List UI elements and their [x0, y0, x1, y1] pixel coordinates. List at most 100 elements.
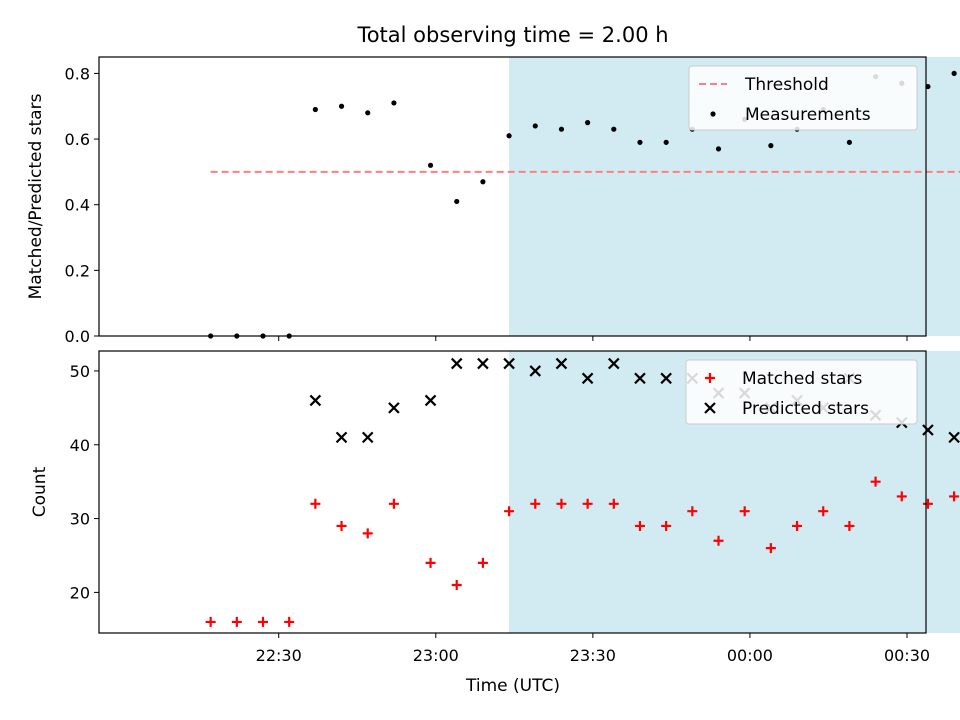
matched-star-point	[922, 498, 933, 509]
matched-star-point	[661, 520, 672, 531]
matched-star-point	[388, 498, 399, 509]
figure-title: Total observing time = 2.00 h	[356, 23, 668, 47]
matched-star-point	[504, 506, 515, 517]
measurement-point	[715, 146, 722, 152]
predicted-star-point	[424, 394, 437, 407]
matched-star-point	[258, 616, 269, 627]
x-tick-label: 00:30	[884, 646, 930, 665]
ratio-x-ticks	[278, 336, 908, 341]
measurement-point	[585, 120, 591, 126]
measurement-point	[312, 106, 318, 113]
predicted-star-point	[361, 431, 374, 444]
legend-measurement-swatch	[710, 111, 716, 117]
measurement-point	[454, 198, 460, 205]
matched-star-point	[231, 616, 242, 627]
x-tick-label: 22:30	[256, 646, 302, 665]
y-tick-label: 0.0	[65, 327, 90, 346]
predicted-star-point	[581, 372, 594, 385]
x-tick-label: 23:30	[570, 646, 616, 665]
matched-star-point	[739, 506, 750, 517]
x-axis-label: Time (UTC)	[465, 676, 560, 696]
y-tick-label: 30	[70, 510, 90, 529]
y-tick-label: 0.8	[65, 64, 90, 83]
predicted-star-point	[529, 365, 542, 377]
predicted-star-point	[503, 357, 515, 370]
predicted-star-point	[309, 394, 322, 407]
matched-star-point	[205, 616, 216, 627]
time-x-axis: 22:3023:0023:3000:0000:3001:0001:3002:00…	[256, 633, 930, 665]
matched-star-point	[818, 506, 829, 517]
matched-star-point	[336, 520, 347, 531]
matched-star-point	[870, 476, 881, 487]
measurement-point	[506, 133, 512, 139]
ratio-panel: 0.00.20.40.60.8 Matched/Predicted stars …	[26, 56, 960, 346]
measurement-point	[365, 110, 371, 116]
count-y-axis-label: Count	[30, 466, 50, 517]
matched-star-point	[362, 528, 373, 539]
ratio-legend: Threshold Measurements	[688, 65, 918, 131]
count-plot-frame	[98, 350, 927, 634]
count-legend: Matched stars Predicted stars	[685, 359, 918, 425]
measurement-point	[951, 70, 957, 77]
matched-star-point	[792, 520, 803, 531]
matched-star-point	[896, 491, 907, 502]
matched-star-point	[713, 535, 724, 546]
matched-star-point	[530, 498, 541, 509]
predicted-star-point	[660, 372, 672, 385]
predicted-star-point	[450, 357, 463, 370]
matched-star-point	[310, 498, 321, 509]
legend-box	[685, 359, 918, 425]
legend-box	[688, 65, 918, 131]
legend-label: Predicted stars	[742, 399, 869, 419]
y-tick-label: 0.4	[65, 196, 90, 215]
matched-star-point	[556, 498, 567, 509]
measurement-point	[663, 139, 669, 145]
y-tick-label: 40	[70, 436, 90, 455]
predicted-star-point	[555, 357, 568, 370]
matched-star-point	[608, 498, 619, 509]
matched-star-point	[687, 506, 698, 517]
ratio-y-axis: 0.0 0.2 0.4 0.6 0.8	[65, 64, 99, 346]
ratio-plot-frame	[98, 56, 927, 337]
measurement-point	[768, 143, 774, 149]
measurement-point	[427, 162, 434, 168]
matched-stars-series	[205, 476, 960, 627]
predicted-star-point	[477, 357, 489, 370]
predicted-star-point	[388, 402, 400, 414]
x-tick-label: 23:00	[413, 646, 459, 665]
predicted-star-point	[948, 431, 960, 444]
legend-predicted-swatch	[704, 402, 716, 414]
matched-star-point	[949, 491, 960, 502]
y-tick-label: 50	[70, 362, 90, 381]
measurement-point	[558, 126, 565, 132]
measurement-point	[391, 100, 397, 106]
legend-matched-swatch	[705, 373, 715, 383]
measurement-point	[338, 103, 345, 109]
measurement-point	[480, 179, 486, 185]
matched-star-point	[451, 580, 462, 591]
measurement-point	[846, 139, 853, 145]
measurement-point	[925, 83, 931, 90]
measurement-point	[637, 139, 643, 145]
predicted-star-point	[922, 424, 934, 436]
predicted-star-point	[634, 372, 646, 385]
matched-star-point	[765, 543, 776, 554]
measurement-point	[611, 126, 617, 132]
matched-star-point	[582, 498, 593, 509]
matched-star-point	[284, 616, 295, 627]
predicted-star-point	[608, 357, 620, 370]
ratio-y-axis-label: Matched/Predicted stars	[26, 93, 46, 299]
y-tick-label: 0.6	[65, 130, 90, 149]
legend-label: Matched stars	[742, 369, 862, 389]
legend-label: Measurements	[745, 105, 871, 125]
measurement-point	[532, 123, 538, 129]
y-tick-label: 0.2	[65, 261, 90, 280]
y-tick-label: 20	[70, 583, 90, 602]
matched-star-point	[844, 520, 855, 531]
count-y-axis: 20 30 40 50	[70, 362, 99, 602]
matched-star-point	[477, 557, 488, 568]
predicted-star-point	[335, 431, 348, 444]
x-tick-label: 00:00	[727, 646, 773, 665]
